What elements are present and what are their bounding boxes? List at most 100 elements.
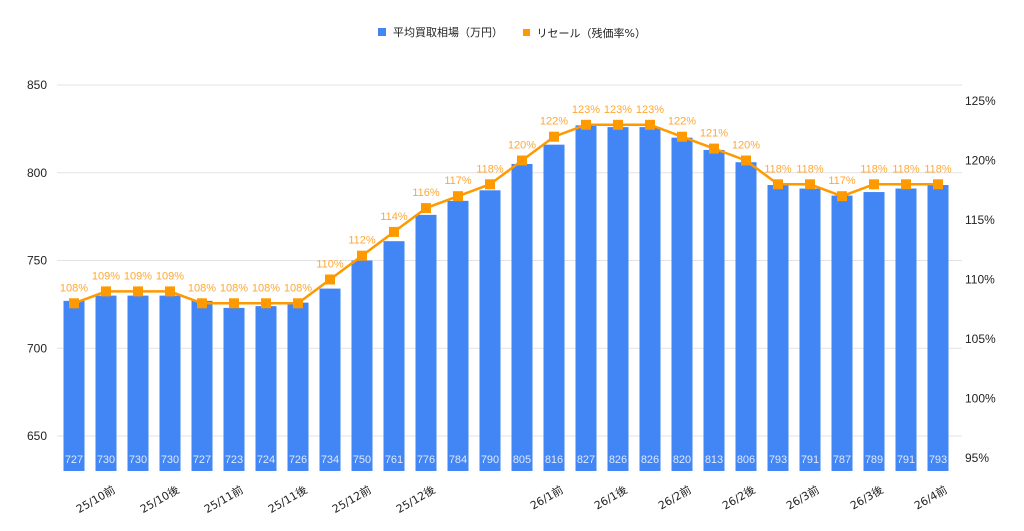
line-value-label: 118% [892, 163, 920, 175]
right-axis-tick: 115% [965, 213, 995, 227]
line-point-marker[interactable] [677, 131, 687, 142]
line-point-marker[interactable] [261, 298, 271, 309]
line-value-label: 117% [828, 175, 856, 187]
line-point-marker[interactable] [421, 203, 431, 214]
line-point-marker[interactable] [325, 274, 335, 285]
left-axis-tick: 800 [27, 166, 47, 180]
bar[interactable] [255, 306, 277, 471]
bar[interactable] [607, 127, 629, 472]
line-value-label: 108% [60, 282, 88, 294]
bar[interactable] [735, 162, 757, 471]
line-value-label: 122% [668, 116, 696, 128]
bar[interactable] [863, 192, 885, 471]
bar[interactable] [351, 260, 373, 472]
right-axis-tick: 105% [965, 332, 996, 346]
line-value-label: 123% [604, 104, 632, 116]
line-point-marker[interactable] [69, 298, 79, 309]
line-point-marker[interactable] [485, 179, 495, 190]
line-point-marker[interactable] [837, 191, 847, 202]
line-value-label: 108% [188, 282, 216, 294]
bar-value-label: 730 [161, 454, 179, 466]
line-value-label: 118% [796, 163, 824, 175]
bar-value-label: 723 [225, 454, 243, 466]
bar-swatch-icon [378, 28, 387, 36]
line-value-label: 108% [252, 282, 280, 294]
bar[interactable] [799, 188, 821, 472]
line-point-marker[interactable] [229, 298, 239, 309]
line-value-label: 108% [284, 282, 312, 294]
line-point-marker[interactable] [133, 286, 143, 297]
bar[interactable] [639, 127, 661, 472]
x-axis-tick-label: 26/2後 [720, 482, 758, 512]
bar[interactable] [511, 163, 533, 471]
bar[interactable] [287, 302, 309, 471]
bar[interactable] [767, 185, 789, 471]
legend-item-line[interactable]: リセール（残価率%） [522, 25, 646, 41]
line-point-marker[interactable] [165, 286, 175, 297]
bar[interactable] [543, 144, 565, 472]
bar[interactable] [415, 214, 437, 471]
bar[interactable] [479, 190, 501, 472]
bar-value-label: 727 [193, 454, 211, 466]
x-axis-tick-label: 25/10後 [138, 482, 182, 515]
bar[interactable] [831, 195, 853, 471]
line-point-marker[interactable] [357, 250, 367, 261]
line-value-label: 118% [764, 163, 792, 175]
line-point-marker[interactable] [741, 155, 751, 166]
line-point-marker[interactable] [613, 119, 623, 130]
line-point-marker[interactable] [933, 179, 943, 190]
bar[interactable] [671, 137, 693, 471]
bar-value-label: 791 [897, 454, 915, 466]
line-point-marker[interactable] [869, 179, 879, 190]
legend-bar-label: 平均買取相場（万円） [393, 26, 504, 39]
bar-value-label: 730 [129, 454, 147, 466]
bar[interactable] [95, 295, 117, 471]
bar[interactable] [703, 149, 725, 471]
right-axis-tick: 110% [965, 273, 995, 287]
line-value-label: 116% [412, 187, 440, 199]
x-axis-tick-label: 26/3後 [848, 482, 886, 512]
bar[interactable] [575, 125, 597, 472]
line-value-label: 112% [348, 235, 376, 247]
bar[interactable] [159, 295, 181, 471]
bar-value-label: 826 [641, 454, 659, 466]
legend-line-label: リセール（残価率%） [536, 26, 646, 40]
line-value-label: 117% [444, 175, 472, 187]
line-point-marker[interactable] [101, 286, 111, 297]
line-value-label: 118% [924, 163, 952, 175]
line-point-marker[interactable] [581, 119, 591, 130]
bar[interactable] [63, 300, 85, 471]
bar-value-label: 813 [705, 454, 723, 466]
x-axis-tick-label: 25/11前 [202, 482, 246, 515]
bar[interactable] [127, 295, 149, 471]
left-axis-tick: 850 [27, 78, 47, 92]
line-point-marker[interactable] [549, 131, 559, 142]
bar[interactable] [895, 188, 917, 472]
line-point-marker[interactable] [517, 155, 527, 166]
bar[interactable] [191, 300, 213, 471]
bar-value-label: 827 [577, 454, 595, 466]
legend-item-bar[interactable]: 平均買取相場（万円） [378, 24, 503, 40]
left-y-axis: 650 700 750 800 850 [27, 78, 47, 443]
line-point-marker[interactable] [389, 226, 399, 237]
bar[interactable] [319, 288, 341, 471]
line-point-marker[interactable] [645, 119, 655, 130]
line-point-marker[interactable] [901, 179, 911, 190]
line-point-marker[interactable] [293, 298, 303, 309]
bar-value-label: 816 [545, 454, 563, 466]
line-point-marker[interactable] [453, 191, 463, 202]
right-axis-tick: 125% [965, 94, 996, 108]
left-axis-tick: 650 [27, 429, 47, 443]
line-value-label: 110% [316, 259, 344, 271]
line-value-label: 109% [156, 270, 184, 282]
line-point-marker[interactable] [805, 179, 815, 190]
x-axis-tick-label: 25/12前 [330, 482, 374, 515]
bar[interactable] [223, 307, 245, 471]
bar[interactable] [927, 185, 949, 471]
right-axis-tick: 100% [965, 392, 996, 406]
bar[interactable] [447, 200, 469, 471]
line-point-marker[interactable] [773, 179, 783, 190]
line-point-marker[interactable] [709, 143, 719, 154]
bar[interactable] [383, 241, 405, 471]
line-point-marker[interactable] [197, 298, 207, 309]
